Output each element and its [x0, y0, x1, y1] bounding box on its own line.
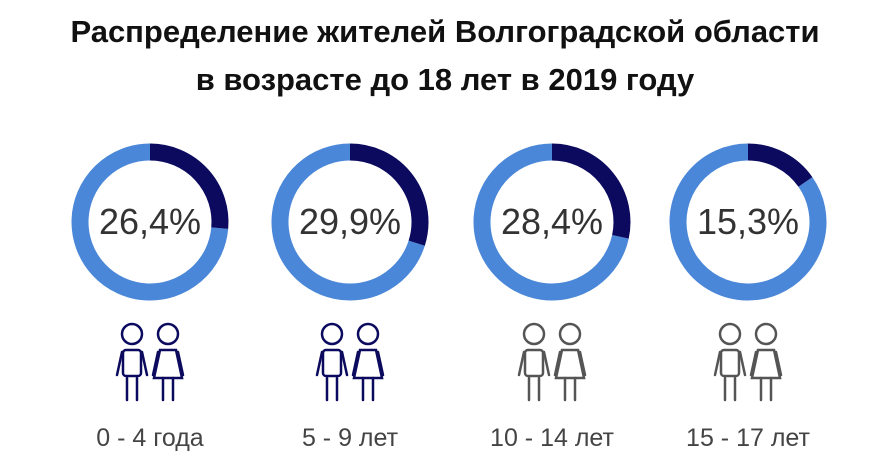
- icon-part: [713, 350, 747, 402]
- ring-rest: [271, 143, 425, 301]
- icon-part: [352, 348, 384, 380]
- icon-part: [115, 350, 149, 402]
- icon-part: [558, 322, 582, 346]
- icon-part: [719, 348, 741, 378]
- icon-part: [517, 350, 551, 402]
- people-icon: [713, 322, 783, 402]
- icon-part: [152, 348, 184, 380]
- icon-part: [156, 322, 180, 346]
- ring-rest: [473, 143, 629, 301]
- icon-part: [315, 350, 349, 402]
- icon-part: [553, 350, 587, 402]
- ring-rest: [669, 143, 827, 301]
- donut-segment: [747, 143, 813, 188]
- icon-part: [351, 350, 385, 402]
- value-label: 26,4%: [99, 201, 201, 242]
- value-label: 29,9%: [299, 201, 401, 242]
- value-label: 15,3%: [697, 201, 799, 242]
- chart-title: в возрасте до 18 лет в 2019 году: [196, 62, 695, 97]
- category-label: 0 - 4 года: [96, 424, 203, 452]
- people-icon: [315, 322, 385, 402]
- chart-title: Распределение жителей Волгоградской обла…: [70, 14, 819, 49]
- people-icon: [115, 322, 185, 402]
- value-label: 28,4%: [501, 201, 603, 242]
- icon-part: [749, 350, 783, 402]
- icon-part: [554, 348, 586, 380]
- donut-segment: [149, 143, 229, 229]
- icon-part: [750, 348, 782, 380]
- category-label: 5 - 9 лет: [302, 424, 399, 452]
- icon-part: [120, 322, 144, 346]
- category-label: 15 - 17 лет: [686, 424, 810, 452]
- icon-part: [320, 322, 344, 346]
- category-label: 10 - 14 лет: [490, 424, 614, 452]
- icon-part: [523, 348, 545, 378]
- icon-part: [718, 322, 742, 346]
- icon-part: [522, 322, 546, 346]
- donut-segment: [349, 143, 429, 246]
- icon-part: [121, 348, 143, 378]
- donut-segment: [551, 143, 631, 239]
- icon-part: [754, 322, 778, 346]
- icon-part: [356, 322, 380, 346]
- icon-part: [151, 350, 185, 402]
- people-icon: [517, 322, 587, 402]
- ring-rest: [71, 143, 229, 301]
- icon-part: [321, 348, 343, 378]
